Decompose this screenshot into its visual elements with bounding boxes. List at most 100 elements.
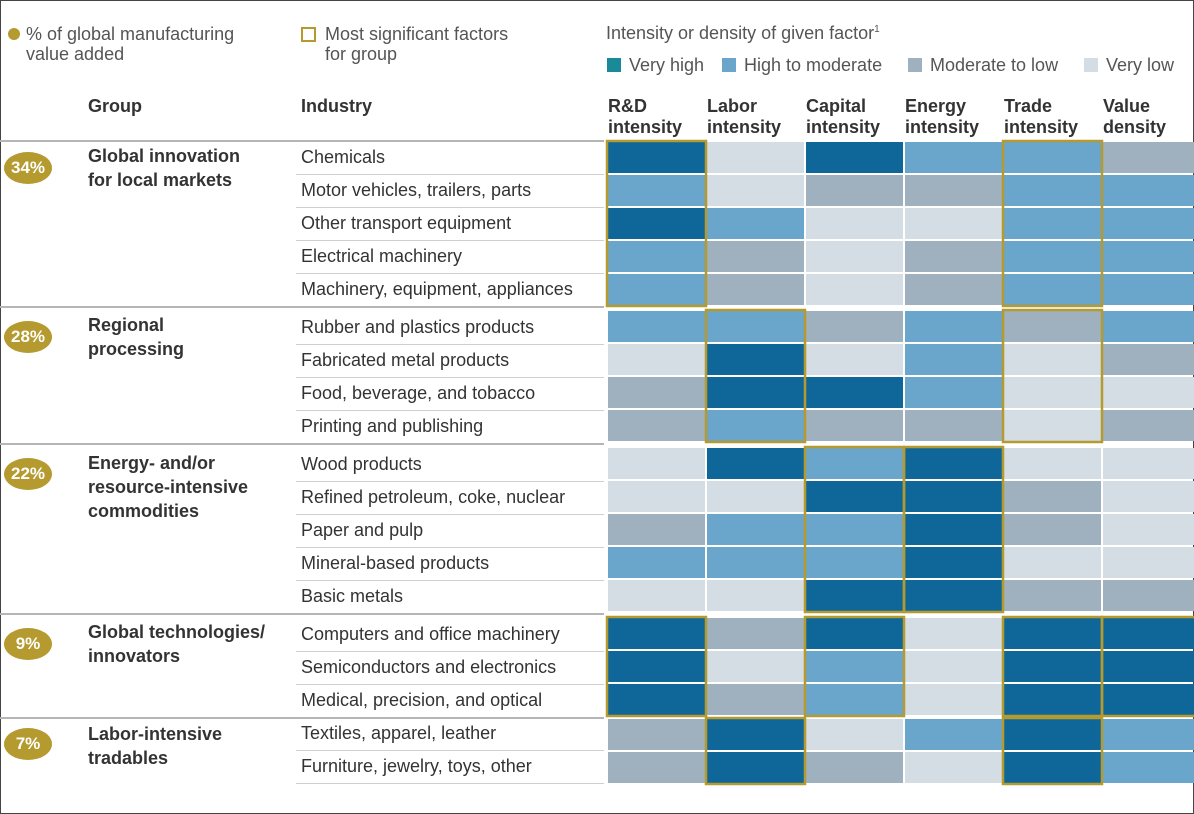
row-divider	[296, 750, 604, 751]
heat-cell-capital	[806, 481, 903, 512]
heat-cell-trade	[1004, 175, 1101, 206]
significant-factor-outline	[1100, 615, 1194, 718]
heat-cell-trade	[1004, 377, 1101, 408]
heat-cell-value	[1103, 377, 1194, 408]
industry-row-label: Chemicals	[301, 147, 386, 167]
row-divider	[296, 651, 604, 652]
heat-cell-trade	[1004, 719, 1101, 750]
heat-cell-labor	[707, 514, 804, 545]
heat-cell-rd	[608, 481, 705, 512]
heat-cell-energy	[905, 580, 1002, 611]
row-divider	[296, 377, 604, 378]
heat-cell-capital	[806, 448, 903, 479]
industry-row-label: Rubber and plastics products	[301, 317, 535, 337]
industry-row-label: Medical, precision, and optical	[301, 690, 543, 710]
heat-cell-energy	[905, 274, 1002, 305]
heat-cell-value	[1103, 448, 1194, 479]
heat-cell-energy	[905, 752, 1002, 783]
heat-cell-energy	[905, 208, 1002, 239]
heat-cell-capital	[806, 752, 903, 783]
industry-row-label: Paper and pulp	[301, 520, 424, 540]
scale-moderate-to-low: Moderate to low	[908, 55, 1058, 75]
heat-cell-rd	[608, 377, 705, 408]
group-divider	[0, 613, 604, 615]
heat-cell-value	[1103, 241, 1194, 272]
heat-cell-energy	[905, 514, 1002, 545]
heat-cell-labor	[707, 142, 804, 173]
industry-row-label: Semiconductors and electronics	[301, 657, 557, 677]
heat-cell-rd	[608, 514, 705, 545]
row-divider	[296, 684, 604, 685]
heat-cell-labor	[707, 481, 804, 512]
heat-cell-value	[1103, 344, 1194, 375]
column-header-trade: Trade intensity	[1004, 96, 1079, 137]
significant-factor-outline	[803, 615, 906, 718]
share-badge-group-5: 7%	[4, 728, 52, 760]
heat-cell-capital	[806, 547, 903, 578]
scale-label-moderate-to-low: Moderate to low	[930, 54, 1059, 75]
heat-cell-rd	[608, 547, 705, 578]
industry-row-label: Mineral-based products	[301, 553, 490, 573]
group-divider	[0, 140, 604, 142]
share-badge-group-4: 9%	[4, 628, 52, 660]
group-name-1: Global innovation for local markets	[88, 146, 240, 190]
heat-cell-labor	[707, 241, 804, 272]
share-legend-dot	[8, 28, 20, 40]
heat-cell-energy	[905, 241, 1002, 272]
heat-cell-trade	[1004, 241, 1101, 272]
column-header-labor: Labor intensity	[707, 96, 782, 137]
significant-factor-outline	[902, 445, 1005, 614]
heat-cell-trade	[1004, 684, 1101, 715]
heat-cell-value	[1103, 719, 1194, 750]
group-name-2: Regional processing	[88, 315, 185, 359]
industry-row-label: Textiles, apparel, leather	[301, 723, 497, 743]
heat-cell-labor	[707, 580, 804, 611]
significant-legend-square	[301, 27, 316, 42]
heat-cell-rd	[608, 684, 705, 715]
heat-cell-trade	[1004, 481, 1101, 512]
row-divider	[296, 410, 604, 411]
heat-cell-value	[1103, 752, 1194, 783]
heat-cell-trade	[1004, 410, 1101, 441]
group-divider	[0, 717, 604, 719]
heat-cell-rd	[608, 344, 705, 375]
industry-row-label: Refined petroleum, coke, nuclear	[301, 487, 566, 507]
industry-row-label: Wood products	[301, 454, 422, 474]
significant-factor-outline	[1001, 139, 1104, 308]
heat-cell-capital	[806, 344, 903, 375]
heat-cell-rd	[608, 142, 705, 173]
group-divider	[0, 306, 604, 308]
heat-cell-energy	[905, 547, 1002, 578]
heat-cell-energy	[905, 175, 1002, 206]
heat-cell-labor	[707, 651, 804, 682]
heat-cell-trade	[1004, 448, 1101, 479]
heat-cell-labor	[707, 684, 804, 715]
scale-label-very-low: Very low	[1106, 54, 1175, 75]
group-name-5: Labor-intensive tradables	[88, 724, 223, 768]
industry-row-label: Computers and office machinery	[301, 624, 560, 644]
heat-cell-energy	[905, 311, 1002, 342]
intensity-title: Intensity or density of given factor1	[606, 23, 880, 43]
heat-cell-rd	[608, 410, 705, 441]
heat-cell-energy	[905, 410, 1002, 441]
heat-cell-rd	[608, 208, 705, 239]
heat-cell-energy	[905, 618, 1002, 649]
row-divider	[296, 174, 604, 175]
heat-cell-capital	[806, 719, 903, 750]
scale-label-high-to-moderate: High to moderate	[744, 54, 883, 75]
share-badge-group-2: 28%	[4, 321, 52, 353]
heat-cell-value	[1103, 580, 1194, 611]
heat-cell-trade	[1004, 547, 1101, 578]
heat-cell-labor	[707, 448, 804, 479]
heat-cell-capital	[806, 241, 903, 272]
group-divider	[0, 443, 604, 445]
heat-cell-value	[1103, 175, 1194, 206]
heat-cell-labor	[707, 175, 804, 206]
column-header-energy: Energy intensity	[905, 96, 980, 137]
column-header-capital: Capital intensity	[806, 96, 881, 137]
heat-cell-energy	[905, 377, 1002, 408]
heat-cell-rd	[608, 448, 705, 479]
heat-cell-capital	[806, 311, 903, 342]
heat-cell-rd	[608, 175, 705, 206]
